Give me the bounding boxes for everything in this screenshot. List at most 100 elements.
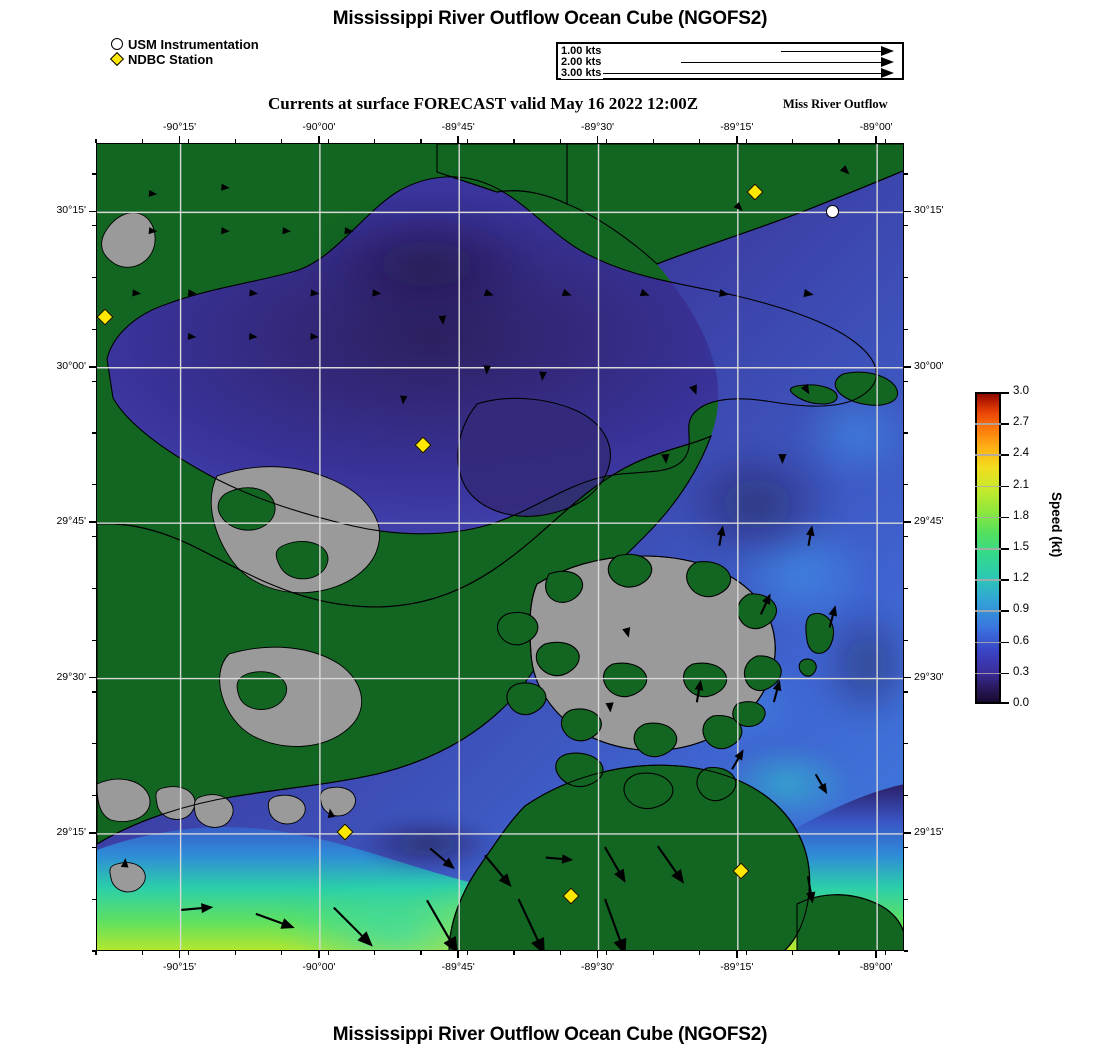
- y-minor-tick-left: [92, 691, 96, 693]
- current-vector: [561, 288, 572, 297]
- x-minor-tick-top: [374, 139, 376, 143]
- vector-scale-row-3: 3.00 kts: [558, 67, 902, 79]
- y-minor-tick-left: [92, 795, 96, 797]
- graticule: [97, 144, 903, 950]
- x-axis-label: -90°15': [163, 121, 197, 133]
- x-minor-tick-top: [281, 139, 283, 143]
- current-vector: [282, 227, 292, 235]
- ndbc-station-marker[interactable]: [97, 308, 114, 326]
- map-rendering: [97, 144, 903, 950]
- current-vector: [814, 773, 828, 795]
- y-major-tick-left: [89, 210, 96, 213]
- colorbar-tick-label: 1.5: [1013, 541, 1029, 553]
- x-minor-tick-bottom: [188, 951, 190, 955]
- current-vector: [772, 679, 782, 703]
- x-minor-tick-bottom: [652, 951, 654, 955]
- ndbc-station-marker[interactable]: [732, 862, 750, 880]
- current-vector: [622, 627, 631, 638]
- colorbar-tick-label: 1.8: [1013, 509, 1029, 522]
- current-vector: [327, 808, 336, 819]
- colorbar-tick-label: 2.7: [1013, 416, 1029, 429]
- legend-item-ndbc: NDBC Station: [109, 51, 259, 67]
- y-minor-tick-left: [92, 587, 96, 590]
- colorbar-inner-tick: [975, 641, 1001, 644]
- current-vector: [249, 289, 259, 297]
- y-minor-tick-right: [904, 536, 908, 538]
- yellow-diamond-icon: [562, 887, 580, 905]
- current-vector: [438, 315, 447, 325]
- legend-label-usm: USM Instrumentation: [128, 37, 259, 52]
- y-major-tick-right: [904, 210, 911, 213]
- y-minor-tick-right: [904, 484, 908, 486]
- colorbar-tick-label: 1.2: [1013, 572, 1029, 585]
- colorbar-inner-tick: [975, 579, 1001, 581]
- colorbar-tick-label: 0.3: [1013, 665, 1029, 678]
- current-vector: [731, 749, 744, 770]
- current-vector: [221, 183, 230, 191]
- current-vector: [661, 453, 670, 464]
- colorbar-inner-tick: [975, 485, 1001, 488]
- page-title: Mississippi River Outflow Ocean Cube (NG…: [332, 8, 768, 29]
- x-minor-tick-bottom: [234, 951, 236, 955]
- yellow-diamond-icon: [746, 183, 764, 201]
- x-minor-tick-top: [652, 139, 654, 143]
- current-vector: [333, 906, 373, 947]
- current-vector: [716, 525, 726, 546]
- colorbar-tick: [1001, 516, 1009, 519]
- chart-subtitle-right: Miss River Outflow: [783, 97, 888, 111]
- current-vector: [839, 165, 850, 175]
- x-major-tick-bottom: [736, 951, 738, 958]
- x-major-tick-top: [875, 136, 877, 143]
- biloxi-marsh-cluster: [496, 553, 782, 809]
- y-minor-tick-right: [904, 225, 908, 227]
- y-minor-tick-right: [904, 173, 908, 175]
- x-minor-tick-bottom: [559, 951, 561, 955]
- y-minor-tick-left: [92, 328, 96, 331]
- colorbar-inner-tick: [975, 672, 1001, 675]
- ndbc-station-marker[interactable]: [746, 183, 764, 201]
- yellow-diamond-icon: [414, 436, 432, 454]
- colorbar-tick: [1001, 702, 1009, 704]
- urban-layer: [97, 212, 380, 893]
- x-minor-tick-bottom: [513, 951, 515, 955]
- y-major-tick-right: [904, 676, 911, 679]
- colorbar-tick: [1001, 579, 1009, 581]
- ndbc-station-marker[interactable]: [562, 887, 580, 905]
- y-axis-label: 30°15': [56, 204, 86, 217]
- colorbar-tick: [1001, 610, 1009, 612]
- x-major-tick-bottom: [457, 951, 459, 958]
- x-minor-tick-bottom: [420, 951, 422, 955]
- x-minor-tick-top: [513, 139, 515, 143]
- current-vector: [148, 227, 158, 235]
- x-minor-tick-bottom: [327, 951, 329, 955]
- current-vector: [719, 289, 730, 297]
- map-canvas[interactable]: [96, 143, 904, 951]
- usm-instrumentation-marker[interactable]: [825, 205, 839, 219]
- colorbar-inner-tick: [975, 516, 1001, 519]
- y-major-tick-left: [89, 676, 96, 679]
- colorbar-tick-label: 3.0: [1013, 385, 1029, 397]
- y-major-tick-left: [89, 366, 96, 368]
- x-axis-label: -90°00': [302, 121, 336, 133]
- x-minor-tick-top: [466, 139, 469, 143]
- yellow-diamond-icon: [336, 823, 354, 841]
- y-minor-tick-left: [92, 950, 96, 952]
- current-vector: [429, 847, 455, 870]
- x-minor-tick-bottom: [699, 951, 701, 955]
- ndbc-station-marker[interactable]: [414, 436, 432, 454]
- x-axis-label-bottom: -90°00': [302, 961, 336, 973]
- x-major-tick-bottom: [596, 951, 599, 958]
- x-axis-label-bottom: -89°30': [580, 961, 615, 973]
- x-axis-label: -89°15': [720, 121, 754, 133]
- current-vector: [656, 845, 685, 884]
- x-major-tick-top: [178, 136, 181, 143]
- y-minor-tick-left: [92, 173, 96, 175]
- current-vector: [806, 525, 815, 546]
- current-vector: [187, 332, 197, 340]
- coastline-layer: [97, 170, 903, 950]
- ndbc-station-marker[interactable]: [336, 823, 354, 841]
- lake-pontchartrain: [107, 176, 877, 534]
- current-vector: [120, 858, 129, 868]
- y-minor-tick-left: [92, 432, 96, 434]
- y-axis-label: 29°45': [56, 515, 86, 528]
